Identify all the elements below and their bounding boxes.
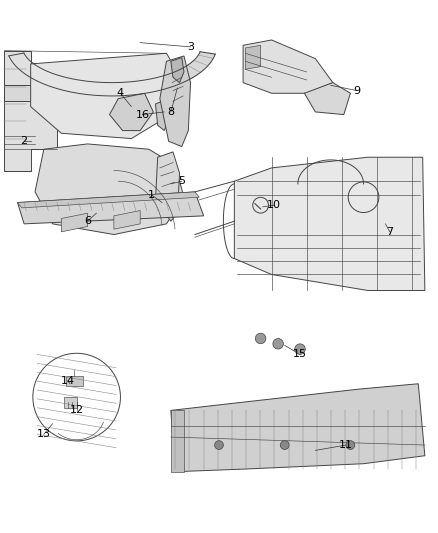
Text: 11: 11 xyxy=(339,440,353,450)
Polygon shape xyxy=(4,85,88,101)
Polygon shape xyxy=(171,410,184,472)
Text: 6: 6 xyxy=(84,216,91,226)
Polygon shape xyxy=(114,211,140,229)
Polygon shape xyxy=(155,99,171,131)
Text: 9: 9 xyxy=(353,86,360,95)
Circle shape xyxy=(255,333,266,344)
Text: 3: 3 xyxy=(187,42,194,52)
Polygon shape xyxy=(110,93,153,131)
Polygon shape xyxy=(64,397,77,408)
Text: 8: 8 xyxy=(167,107,174,117)
Polygon shape xyxy=(160,56,191,147)
Text: 14: 14 xyxy=(61,376,75,386)
Text: 12: 12 xyxy=(70,406,84,415)
Polygon shape xyxy=(234,157,425,290)
Polygon shape xyxy=(155,152,180,221)
Polygon shape xyxy=(61,213,88,232)
Polygon shape xyxy=(171,384,425,472)
Polygon shape xyxy=(31,53,184,139)
Polygon shape xyxy=(18,192,199,208)
Polygon shape xyxy=(66,376,83,386)
Circle shape xyxy=(295,344,305,354)
Circle shape xyxy=(215,441,223,449)
Polygon shape xyxy=(18,192,204,224)
Text: 13: 13 xyxy=(37,430,51,439)
Polygon shape xyxy=(4,51,57,171)
Text: 7: 7 xyxy=(386,227,393,237)
Text: 1: 1 xyxy=(148,190,155,199)
Circle shape xyxy=(280,441,289,449)
Circle shape xyxy=(346,441,355,449)
Polygon shape xyxy=(304,83,350,115)
Text: 15: 15 xyxy=(293,350,307,359)
Circle shape xyxy=(273,338,283,349)
Polygon shape xyxy=(243,40,333,93)
Text: 4: 4 xyxy=(117,88,124,98)
Polygon shape xyxy=(9,52,215,96)
Polygon shape xyxy=(245,45,261,69)
Text: 16: 16 xyxy=(135,110,149,119)
Text: 10: 10 xyxy=(267,200,281,210)
Text: 2: 2 xyxy=(21,136,28,146)
Polygon shape xyxy=(171,58,184,83)
Polygon shape xyxy=(35,144,184,235)
Text: 5: 5 xyxy=(178,176,185,186)
